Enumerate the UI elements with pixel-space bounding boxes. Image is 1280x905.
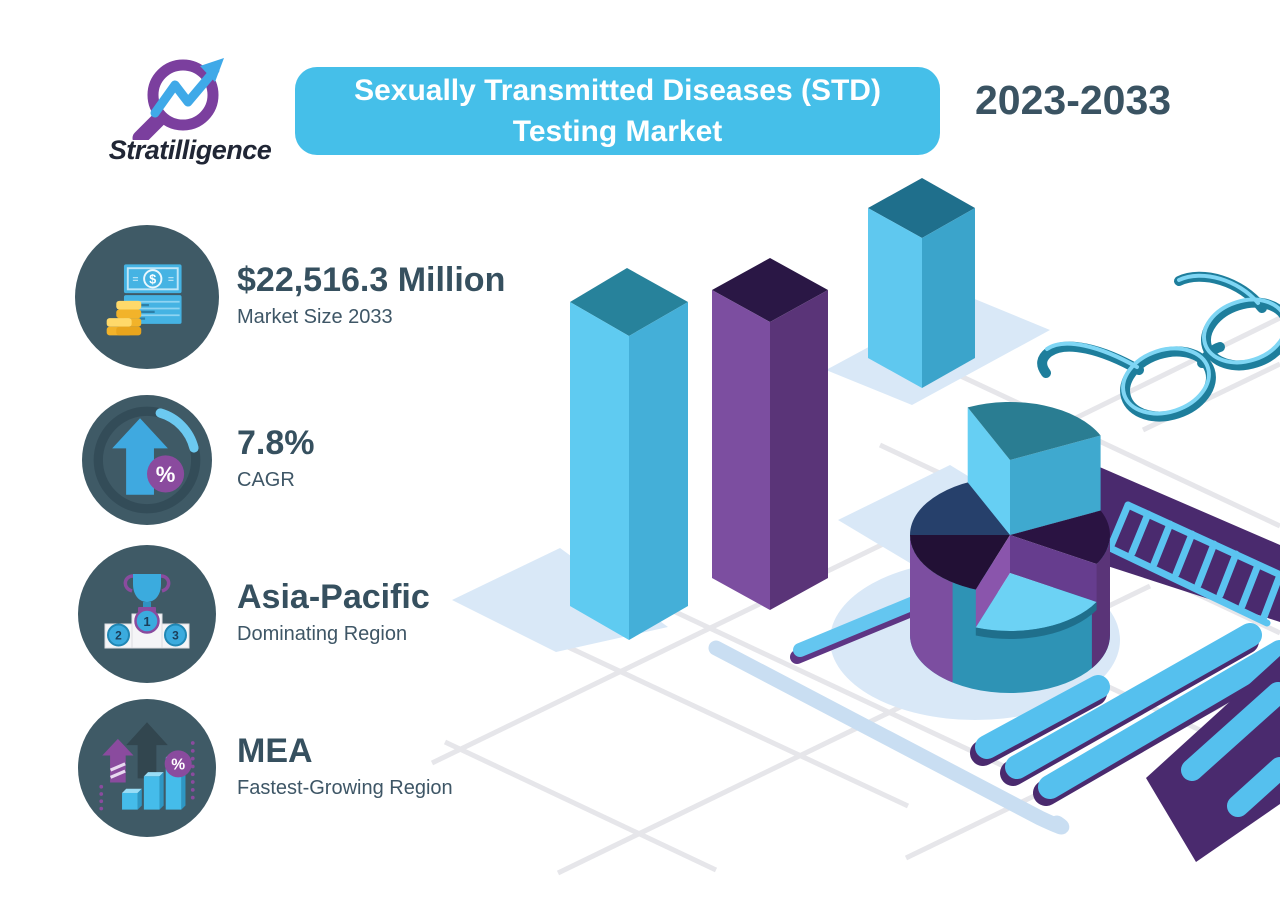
brand-name: Stratilligence xyxy=(108,135,272,165)
dollar-glyph: $ xyxy=(149,273,156,287)
stat-circle-market-size: $ = = xyxy=(75,225,219,369)
growth-arrow-icon: % xyxy=(93,406,201,514)
stat-value: Asia-Pacific xyxy=(237,578,430,616)
coins xyxy=(106,300,142,336)
equals-glyph-right: = xyxy=(168,274,174,286)
stat-value: 7.8% xyxy=(237,424,315,462)
stat-circle-dominating-region: 2 1 3 xyxy=(78,545,216,683)
stat-fastest-growing: MEA Fastest-Growing Region xyxy=(237,730,453,802)
podium-rank-3: 3 xyxy=(172,629,179,643)
dotted-lines xyxy=(99,741,195,811)
percent-glyph: % xyxy=(171,757,185,774)
ascending-bars-icon: % xyxy=(99,722,195,811)
stat-cagr: 7.8% CAGR xyxy=(237,422,315,494)
podium-rank-1: 1 xyxy=(143,614,150,629)
magnifier-trend-icon xyxy=(132,58,224,140)
bar-cyan xyxy=(570,268,688,640)
stat-label: Fastest-Growing Region xyxy=(237,777,453,799)
money-stack-icon: $ = = xyxy=(106,264,182,336)
equals-glyph-left: = xyxy=(132,274,138,286)
podium-trophy-icon: 2 1 3 xyxy=(104,574,190,649)
title-banner: Sexually Transmitted Diseases (STD) Test… xyxy=(295,67,940,155)
page-title-line1: Sexually Transmitted Diseases (STD) xyxy=(354,74,881,107)
stat-dominating-region: Asia-Pacific Dominating Region xyxy=(237,576,430,648)
logo: Stratilligence xyxy=(100,50,280,175)
bar-chart-3d xyxy=(570,178,975,640)
ladder-illustration xyxy=(1095,465,1280,627)
bar-blue xyxy=(868,178,975,388)
stat-label: Dominating Region xyxy=(237,623,408,645)
percent-glyph: % xyxy=(156,462,176,487)
stat-market-size: $22,516.3 Million Market Size 2033 xyxy=(237,259,505,331)
podium-rank-2: 2 xyxy=(115,629,122,643)
stripes-illustration xyxy=(970,623,1280,862)
stat-value: MEA xyxy=(237,732,313,770)
forecast-period: 2023-2033 xyxy=(975,77,1172,123)
page-title-line2: Testing Market xyxy=(512,115,723,148)
stat-circle-cagr: % xyxy=(82,395,212,525)
stat-label: Market Size 2033 xyxy=(237,306,393,328)
stat-value: $22,516.3 Million xyxy=(237,261,506,299)
pale-road-line xyxy=(708,640,1070,835)
stat-circle-fastest-growing: % xyxy=(78,699,216,837)
bar-purple xyxy=(712,258,828,610)
stat-label: CAGR xyxy=(237,469,295,491)
pie-chart-3d xyxy=(910,401,1110,693)
glasses-icon xyxy=(1037,271,1280,422)
